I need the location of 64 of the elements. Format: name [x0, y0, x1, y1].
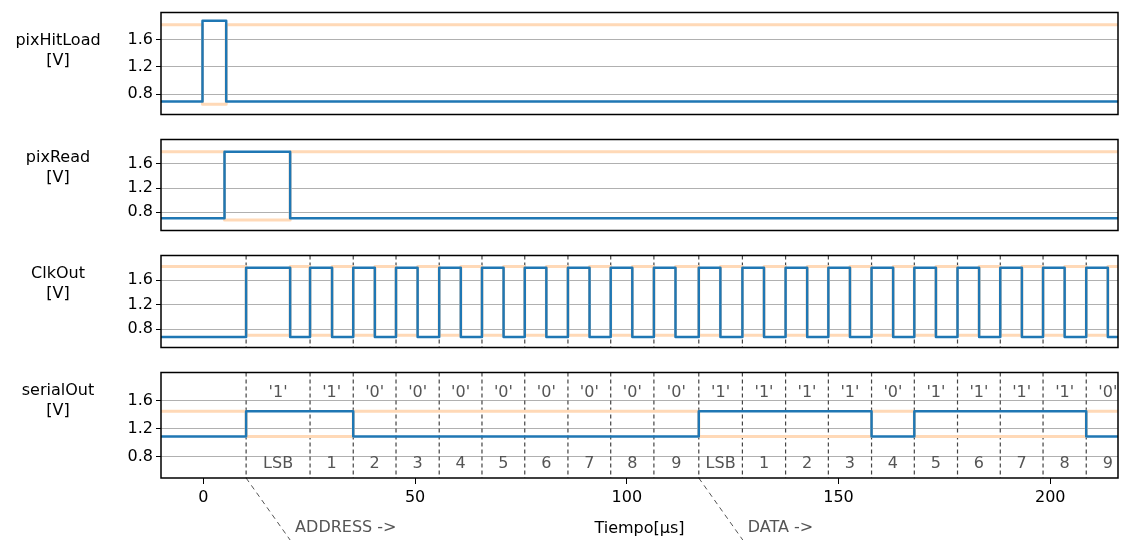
- x-tick-label: 50: [404, 486, 426, 506]
- annotation: '1': [1055, 381, 1075, 401]
- y-tick-label: 1.2: [127, 56, 153, 76]
- y-tick-label: 0.8: [127, 201, 153, 221]
- annotation: 2: [369, 453, 380, 473]
- annotation: 2: [801, 453, 813, 473]
- annotation: 7: [584, 453, 595, 473]
- annotation: 5: [498, 453, 509, 473]
- annotation: 1: [326, 453, 337, 473]
- y-tick-label: 0.8: [127, 446, 153, 466]
- text: ADDRESS ->: [295, 517, 397, 537]
- annotation: '0': [622, 381, 642, 401]
- annotation: 4: [887, 453, 899, 473]
- y-axis-title: pixHitLoad [V]: [15, 30, 101, 70]
- x-tick-label: 150: [823, 486, 854, 506]
- y-tick-label: 1.6: [127, 389, 153, 409]
- annotation: '0': [579, 381, 599, 401]
- annotation: 8: [1059, 453, 1070, 473]
- annotation: '1': [711, 381, 731, 401]
- annotation: '1': [268, 381, 288, 401]
- annotation: LSB: [705, 453, 736, 473]
- annotation: '0': [883, 381, 903, 401]
- annotation: 6: [973, 453, 984, 473]
- annotation: '1': [1012, 381, 1032, 401]
- annotation: '1': [797, 381, 817, 401]
- y-tick-label: 1.2: [127, 417, 153, 437]
- y-tick-label: 0.8: [127, 318, 153, 338]
- annotation: '1': [754, 381, 774, 401]
- y-tick-label: 1.2: [127, 293, 153, 313]
- y-tick-label: 1.2: [127, 177, 153, 197]
- annotation: 3: [844, 453, 856, 473]
- annotation: '0': [536, 381, 556, 401]
- annotation: '0': [493, 381, 513, 401]
- x-axis-title: Tiempo[μs]: [593, 517, 685, 537]
- annotation: '1': [322, 381, 342, 401]
- annotation: '1': [840, 381, 860, 401]
- annotation: 4: [455, 453, 466, 473]
- annotation: LSB: [263, 453, 294, 473]
- annotation: '0': [451, 381, 471, 401]
- annotation: '0': [666, 381, 686, 401]
- annotation: '1': [969, 381, 989, 401]
- annotation: 7: [1016, 453, 1027, 473]
- annotation: '0': [1098, 381, 1118, 401]
- annotation: 9: [1102, 453, 1113, 473]
- y-tick-label: 1.6: [127, 28, 153, 48]
- y-tick-label: 1.6: [127, 152, 153, 172]
- x-tick-label: 100: [611, 486, 643, 506]
- annotation: 3: [412, 453, 423, 473]
- x-tick-label: 200: [1034, 486, 1066, 506]
- text: DATA ->: [747, 517, 814, 537]
- y-axis-title: ClkOut [V]: [31, 263, 85, 303]
- y-axis-title: serialOut [V]: [21, 380, 95, 420]
- y-axis-title: pixRead [V]: [25, 147, 91, 187]
- annotation: 1: [758, 453, 770, 473]
- annotation: 6: [541, 453, 552, 473]
- annotation: '1': [926, 381, 946, 401]
- annotation: '0': [408, 381, 428, 401]
- annotation: '0': [365, 381, 385, 401]
- annotation: 9: [671, 453, 682, 473]
- y-tick-label: 1.6: [127, 269, 153, 289]
- x-tick-label: 0: [198, 486, 209, 506]
- y-tick-label: 0.8: [127, 83, 153, 103]
- annotation: 5: [930, 453, 942, 473]
- annotation: 8: [627, 453, 638, 473]
